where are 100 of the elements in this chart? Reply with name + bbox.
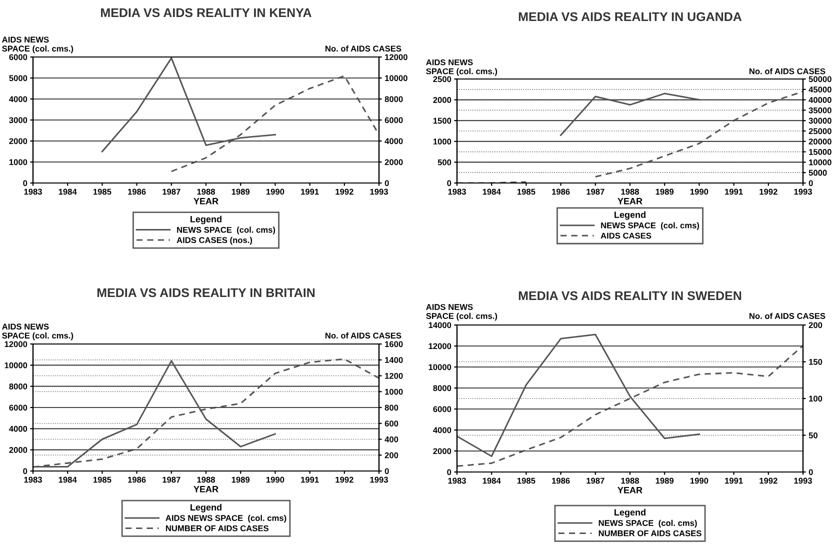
- y2-tick-label: 0: [384, 468, 389, 474]
- y-tick-label: 10000: [4, 362, 28, 368]
- y-tick-label: 2000: [433, 448, 452, 454]
- x-tick-label: 1984: [482, 188, 501, 195]
- y2-tick-label: 2000: [384, 159, 403, 166]
- y2-tick-label: 10000: [385, 75, 408, 82]
- y-tick-label: 2000: [9, 447, 28, 453]
- y-axis-title: AIDS NEWS SPACE (col. cms.): [2, 36, 74, 54]
- chart-title: MEDIA VS AIDS REALITY IN KENYA: [101, 8, 312, 18]
- legend-label: NEWS SPACE (col. cms): [177, 226, 276, 234]
- x-tick-label: 1990: [690, 478, 708, 484]
- y2-tick-label: 600: [384, 420, 398, 426]
- x-tick-label: 1989: [656, 478, 674, 484]
- x-tick-label: 1993: [794, 478, 812, 484]
- y2-tick-label: 0: [808, 180, 813, 186]
- x-tick-label: 1990: [266, 476, 284, 483]
- x-tick-label: 1984: [58, 188, 77, 195]
- x-tick-label: 1993: [794, 188, 812, 195]
- x-tick-label: 1989: [656, 188, 674, 195]
- y-tick-label: 6000: [433, 406, 452, 412]
- y2-tick-label: 1200: [385, 372, 403, 379]
- legend-label: NUMBER OF AIDS CASES: [598, 530, 702, 536]
- y-tick-label: 8000: [433, 385, 452, 392]
- y2-axis-title: No. of AIDS CASES: [326, 45, 402, 52]
- legend-title: Legend: [614, 211, 646, 220]
- y-axis-title: AIDS NEWS SPACE (col. cms.): [426, 59, 498, 76]
- x-tick-label: 1992: [760, 188, 778, 195]
- x-tick-label: 1983: [24, 476, 42, 483]
- y2-tick-label: 800: [384, 404, 398, 411]
- x-tick-label: 1988: [197, 188, 216, 195]
- y-axis-title: AIDS NEWS SPACE (col. cms.): [2, 324, 74, 340]
- y-tick-label: 3000: [9, 117, 28, 124]
- x-tick-label: 1987: [162, 188, 180, 195]
- y-tick-label: 12000: [428, 343, 452, 350]
- y-tick-label: 4000: [9, 426, 28, 432]
- x-axis-title: YEAR: [618, 487, 642, 494]
- x-tick-label: 1986: [552, 188, 570, 195]
- x-axis-title: YEAR: [194, 198, 218, 204]
- y2-axis-title: No. of AIDS CASES: [326, 332, 402, 339]
- y-tick-label: 4000: [433, 427, 452, 434]
- x-tick-label: 1992: [336, 476, 354, 483]
- legend-label: AIDS NEWS SPACE (col. cms): [166, 514, 286, 523]
- x-tick-label: 1993: [370, 476, 388, 483]
- legend-label: NEWS SPACE (col. cms): [598, 520, 697, 528]
- y-tick-label: 8000: [9, 384, 28, 390]
- y2-tick-label: 30000: [808, 118, 832, 124]
- x-tick-label: 1988: [621, 478, 640, 484]
- y2-tick-label: 200: [808, 322, 822, 328]
- legend-label: NUMBER OF AIDS CASES: [166, 525, 268, 532]
- y-tick-label: 2500: [433, 76, 452, 82]
- x-tick-label: 1988: [621, 188, 640, 195]
- y2-tick-label: 20000: [808, 138, 832, 144]
- chart-title: MEDIA VS AIDS REALITY IN SWEDEN: [518, 291, 742, 300]
- y2-tick-label: 400: [384, 436, 398, 442]
- y-tick-label: 0: [447, 469, 452, 476]
- chart-title: MEDIA VS AIDS REALITY IN BRITAIN: [97, 288, 315, 298]
- y2-tick-label: 10000: [809, 159, 832, 166]
- y2-tick-label: 45000: [808, 86, 832, 92]
- x-tick-label: 1993: [370, 188, 388, 195]
- chart-title: MEDIA VS AIDS REALITY IN UGANDA: [518, 12, 742, 22]
- y-tick-label: 0: [447, 180, 452, 186]
- y2-tick-label: 200: [384, 452, 398, 458]
- x-tick-label: 1989: [232, 476, 250, 483]
- y-tick-label: 4000: [9, 96, 28, 102]
- y2-tick-label: 50000: [808, 76, 832, 82]
- y-tick-label: 0: [23, 468, 28, 474]
- legend-title: Legend: [614, 508, 646, 518]
- y2-tick-label: 100: [809, 396, 822, 402]
- y-tick-label: 14000: [428, 322, 452, 328]
- x-tick-label: 1992: [760, 478, 778, 484]
- y2-axis-title: No. of AIDS CASES: [750, 312, 826, 319]
- x-tick-label: 1991: [725, 188, 743, 195]
- legend-label: AIDS CASES: [600, 232, 652, 239]
- y2-tick-label: 8000: [384, 96, 403, 102]
- legend-label: AIDS CASES (nos.): [176, 236, 252, 245]
- x-tick-label: 1983: [448, 188, 466, 195]
- y-tick-label: 500: [438, 159, 452, 166]
- x-tick-label: 1985: [517, 188, 536, 195]
- y2-tick-label: 35000: [808, 107, 832, 114]
- x-tick-label: 1991: [725, 478, 743, 484]
- x-tick-label: 1985: [93, 188, 112, 195]
- y2-tick-label: 5000: [808, 170, 827, 176]
- y2-tick-label: 25000: [808, 128, 832, 134]
- y-tick-label: 2000: [9, 138, 28, 144]
- x-tick-label: 1984: [482, 478, 501, 484]
- x-tick-label: 1987: [586, 478, 604, 484]
- y2-tick-label: 6000: [384, 117, 403, 124]
- x-axis-title: YEAR: [618, 198, 642, 204]
- x-tick-label: 1986: [128, 476, 146, 483]
- y2-tick-label: 1000: [385, 388, 403, 395]
- x-tick-label: 1985: [93, 476, 112, 483]
- x-tick-label: 1991: [301, 476, 319, 483]
- y-tick-label: 1000: [9, 159, 28, 166]
- legend-title: Legend: [190, 216, 222, 224]
- y2-tick-label: 50: [808, 432, 818, 438]
- y-tick-label: 1000: [433, 138, 452, 144]
- y-tick-label: 0: [23, 180, 28, 186]
- y2-axis-title: No. of AIDS CASES: [750, 68, 826, 74]
- x-tick-label: 1987: [586, 188, 604, 195]
- y2-tick-label: 1600: [385, 341, 403, 348]
